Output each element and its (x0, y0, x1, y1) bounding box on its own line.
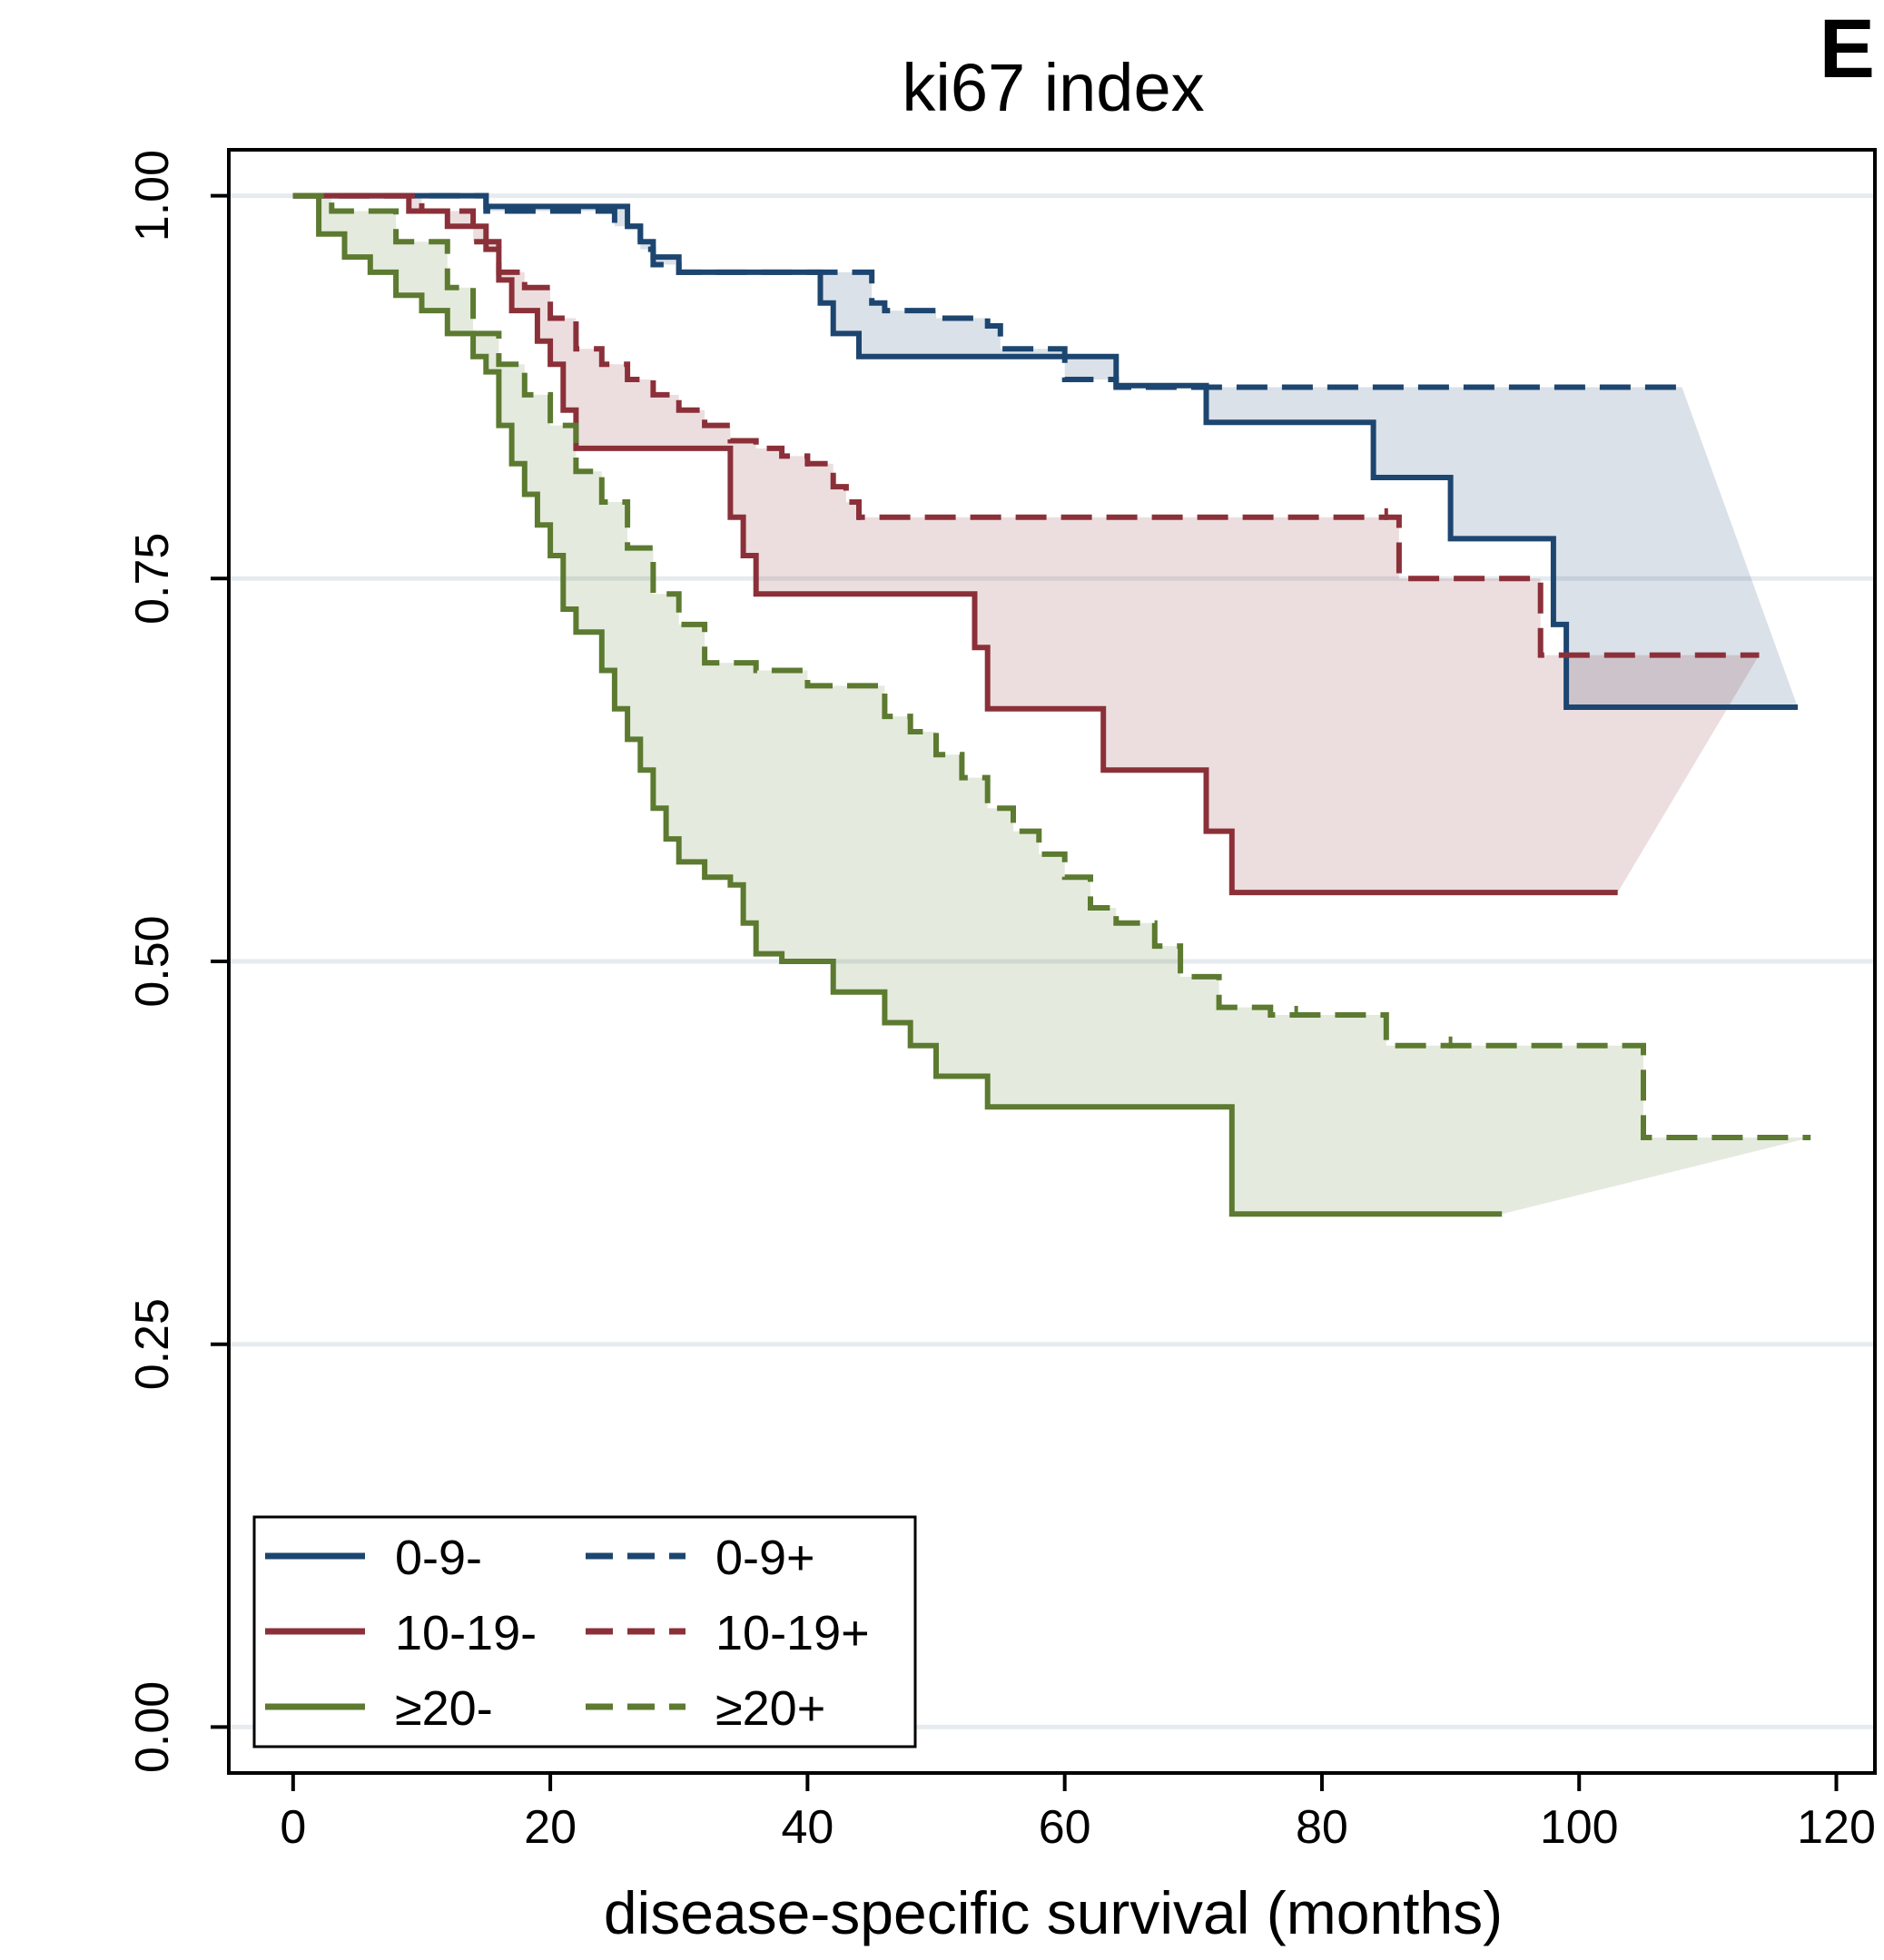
survival-curves (292, 192, 1811, 1217)
y-axis: 0.00 0.25 0.50 0.75 1.00 (126, 150, 229, 1773)
band-10minus19 (292, 195, 1760, 893)
y-tick-label: 0.25 (126, 1298, 179, 1390)
legend: 0-9- 0-9+ 10-19- 10-19+ ≥20- ≥20+ (252, 1515, 917, 1748)
legend-item-ge20minus: ≥20- (265, 1681, 493, 1736)
legend-label: 0-9+ (715, 1531, 815, 1585)
x-axis-label: disease-specific survival (months) (604, 1879, 1503, 1946)
legend-label: 10-19+ (715, 1606, 870, 1660)
gridlines (229, 193, 1875, 1729)
legend-item-ge20plus: ≥20+ (586, 1681, 825, 1736)
x-tick-label: 80 (1296, 1801, 1348, 1854)
series-ge20plus (292, 192, 1811, 1140)
legend-label: 0-9- (395, 1531, 482, 1585)
x-tick-label: 60 (1039, 1801, 1091, 1854)
legend-label: 10-19- (395, 1606, 537, 1660)
panel-label: E (1820, 3, 1875, 95)
legend-item-0minus9minus: 0-9- (265, 1531, 482, 1585)
legend-item-10minus19minus: 10-19- (265, 1606, 537, 1660)
band-ge20 (292, 195, 1811, 1215)
x-tick-label: 120 (1797, 1801, 1876, 1854)
legend-item-0minus9plus: 0-9+ (586, 1531, 815, 1585)
curve-10minus19minus (292, 192, 1618, 896)
x-tick-label: 0 (280, 1801, 306, 1854)
curve-0minus9plus (292, 192, 1682, 390)
y-tick-label: 1.00 (126, 150, 179, 241)
x-tick-label: 40 (781, 1801, 833, 1854)
curve-ge20minus (292, 192, 1503, 1217)
y-tick-label: 0.75 (126, 533, 179, 625)
curve-10minus19plus (292, 192, 1760, 658)
x-axis: 0 20 40 60 80 100 120 (280, 1773, 1876, 1854)
x-tick-label: 20 (524, 1801, 577, 1854)
series-10minus19minus (292, 192, 1618, 896)
series-0minus9plus (292, 192, 1682, 390)
difference-bands (292, 195, 1811, 1215)
curve-ge20plus (292, 192, 1811, 1140)
legend-label: ≥20+ (715, 1681, 825, 1736)
legend-label: ≥20- (395, 1681, 493, 1736)
legend-item-10minus19plus: 10-19+ (586, 1606, 870, 1660)
y-tick-label: 0.50 (126, 915, 179, 1007)
series-10minus19plus (292, 192, 1760, 658)
y-tick-label: 0.00 (126, 1681, 179, 1773)
band-0minus9 (292, 195, 1798, 708)
chart-title: ki67 index (902, 50, 1204, 125)
series-ge20minus (292, 192, 1503, 1217)
x-tick-label: 100 (1540, 1801, 1619, 1854)
